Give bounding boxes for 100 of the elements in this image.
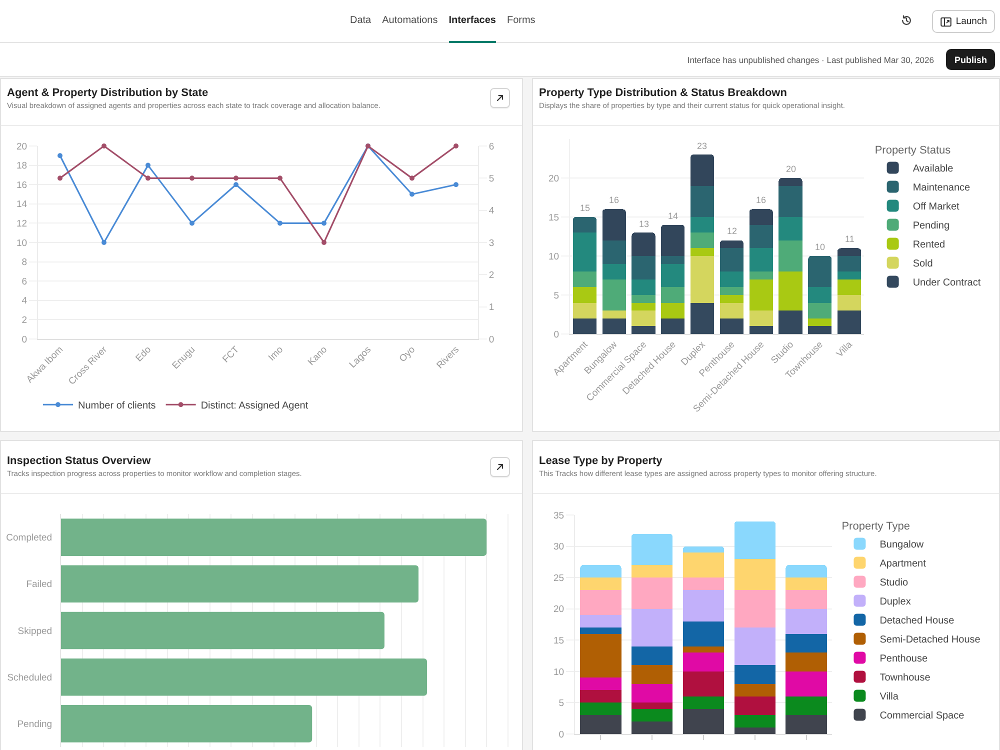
bar <box>580 715 622 734</box>
legend-label: Off Market <box>912 202 960 213</box>
bar <box>734 665 776 684</box>
bar <box>632 326 656 334</box>
y-tick-label: 10 <box>548 251 560 262</box>
primary-button[interactable]: Publish <box>946 49 995 70</box>
legend-label: Penthouse <box>880 654 928 665</box>
chart-title: Agent & Property Distribution by State <box>7 87 208 100</box>
bar <box>632 608 673 646</box>
y-tick-label: 5 <box>558 698 564 710</box>
x-tick-label: Edo <box>134 344 154 364</box>
legend-label: Sold <box>912 258 933 270</box>
y-tick-label: Scheduled <box>7 672 52 684</box>
y-tick-label: 10 <box>16 238 28 249</box>
bar <box>602 240 626 264</box>
point <box>454 182 458 188</box>
bar <box>632 279 656 295</box>
y-tick-label: Completed <box>6 532 52 544</box>
y2-tick-label: 0 <box>488 334 494 346</box>
bar <box>749 209 773 225</box>
chart-title: Inspection Status Overview <box>7 455 151 468</box>
total-label: 13 <box>639 219 650 229</box>
bar <box>778 217 802 240</box>
legend-label: Villa <box>880 692 899 703</box>
bar <box>632 702 673 709</box>
expand-button[interactable] <box>490 457 510 477</box>
bar <box>778 178 802 186</box>
bar <box>632 684 673 703</box>
total-label: 12 <box>727 226 738 236</box>
legend-label: Rented <box>912 240 946 251</box>
outlined-button[interactable]: Launch <box>932 10 995 33</box>
bar <box>61 705 312 742</box>
bar <box>808 326 832 334</box>
bar <box>749 310 773 326</box>
text: Data <box>350 15 372 27</box>
bar <box>786 590 827 609</box>
bar <box>720 295 744 303</box>
bar <box>720 240 744 248</box>
y-tick-label: 16 <box>16 180 28 191</box>
y2-tick-label: 1 <box>488 302 494 314</box>
bar <box>734 628 776 666</box>
bar <box>682 671 724 696</box>
point <box>234 176 238 181</box>
bar <box>580 628 622 634</box>
bar <box>572 272 596 288</box>
bar <box>786 696 827 716</box>
bar <box>632 295 656 303</box>
y2-tick-label: 6 <box>488 141 494 152</box>
y-tick-label: 0 <box>22 334 28 346</box>
bar <box>580 565 622 578</box>
bar <box>690 248 714 256</box>
bar <box>632 565 673 578</box>
bar <box>632 310 656 326</box>
bar <box>632 665 673 684</box>
bar <box>580 590 622 616</box>
bar <box>690 154 714 186</box>
bar <box>720 272 744 288</box>
legend-label: Maintenance <box>912 182 971 194</box>
bar <box>572 217 596 233</box>
bar <box>749 279 773 311</box>
chart-title: Lease Type by Property <box>539 455 662 468</box>
bar <box>720 287 744 295</box>
y-tick-label: 0 <box>554 329 560 340</box>
bar <box>838 279 862 295</box>
point <box>58 176 62 181</box>
bar <box>778 310 802 334</box>
bar <box>786 652 827 672</box>
point <box>146 176 150 181</box>
bar <box>632 646 673 666</box>
legend-label: Under Contract <box>912 278 981 289</box>
bar <box>734 521 776 559</box>
y-tick-label: 20 <box>548 173 560 184</box>
y-tick-label: 30 <box>554 542 564 553</box>
bar <box>682 590 724 622</box>
bar <box>786 634 827 653</box>
bar <box>602 318 626 334</box>
y-tick-label: Skipped <box>18 626 52 637</box>
bar <box>838 310 862 334</box>
bar <box>572 232 596 272</box>
point <box>410 192 414 197</box>
bar <box>682 546 724 553</box>
legend-label: Detached House <box>880 616 955 627</box>
bar <box>808 256 832 288</box>
expand-button[interactable] <box>490 88 510 108</box>
legend-title: Property Type <box>842 520 910 532</box>
legend-title: Property Status <box>874 144 952 156</box>
y-tick-label: 14 <box>16 199 28 210</box>
bar <box>602 310 626 318</box>
bar <box>734 684 776 696</box>
bar <box>580 634 622 678</box>
bar <box>682 652 724 672</box>
bar <box>838 256 862 272</box>
text: Forms <box>506 15 536 27</box>
point <box>234 182 238 188</box>
bar <box>61 565 418 603</box>
legend-label: Townhouse <box>880 672 931 684</box>
text: Automations <box>382 15 438 27</box>
bar <box>734 558 776 590</box>
y-tick-label: 6 <box>22 276 28 288</box>
legend-label: Duplex <box>880 596 911 608</box>
